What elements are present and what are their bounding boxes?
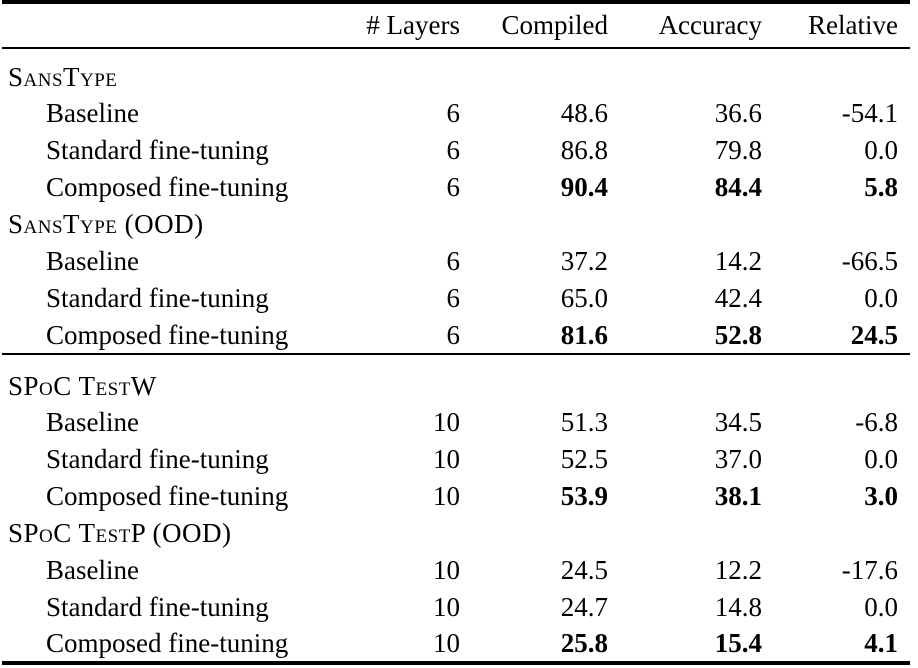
table-row: Baseline 6 48.6 36.6 -54.1	[2, 95, 910, 132]
cell-compiled: 52.5	[560, 444, 608, 474]
cell-layers: 10	[433, 592, 460, 622]
row-label: Standard fine-tuning	[46, 444, 269, 474]
row-label: Composed fine-tuning	[46, 172, 289, 202]
cell-relative: 0.0	[864, 592, 898, 622]
column-header-layers: # Layers	[350, 2, 460, 49]
section-title-row: SPoC TestW	[2, 353, 910, 404]
cell-layers: 10	[433, 407, 460, 437]
row-label: Composed fine-tuning	[46, 481, 289, 511]
cell-relative: 4.1	[864, 628, 898, 658]
table-row: Baseline 10 24.5 12.2 -17.6	[2, 552, 910, 589]
cell-relative: -6.8	[855, 407, 898, 437]
row-label: Baseline	[46, 407, 139, 437]
cell-accuracy: 36.6	[714, 98, 762, 128]
section-title: SPoC TestP (OOD)	[8, 518, 232, 548]
cell-accuracy: 12.2	[714, 555, 762, 585]
table-row: Composed fine-tuning 6 81.6 52.8 24.5	[2, 317, 910, 354]
cell-accuracy: 14.8	[714, 592, 762, 622]
cell-accuracy: 84.4	[714, 172, 762, 202]
table-row: Standard fine-tuning 6 86.8 79.8 0.0	[2, 132, 910, 169]
column-header-accuracy: Accuracy	[608, 2, 762, 49]
table-row: Standard fine-tuning 10 52.5 37.0 0.0	[2, 441, 910, 478]
cell-layers: 6	[446, 319, 461, 350]
row-label: Standard fine-tuning	[46, 135, 269, 165]
cell-accuracy: 52.8	[714, 319, 762, 350]
cell-compiled: 48.6	[560, 98, 608, 128]
cell-compiled: 81.6	[560, 319, 608, 350]
column-header-relative: Relative	[762, 2, 910, 49]
section-title-row: SPoC TestP (OOD)	[2, 515, 910, 552]
row-label: Composed fine-tuning	[46, 628, 289, 658]
section-title: SansType	[8, 61, 118, 92]
cell-compiled: 53.9	[560, 481, 608, 511]
row-label: Baseline	[46, 555, 139, 585]
cell-layers: 6	[446, 98, 461, 128]
section-title: SPoC TestW	[2, 353, 910, 404]
cell-relative: 0.0	[864, 283, 898, 313]
cell-layers: 6	[446, 283, 461, 313]
cell-accuracy: 15.4	[714, 628, 762, 658]
cell-compiled: 51.3	[560, 407, 608, 437]
table-header: # Layers Compiled Accuracy Relative	[2, 2, 910, 49]
row-label: Baseline	[46, 98, 139, 128]
table-row: Standard fine-tuning 10 24.7 14.8 0.0	[2, 589, 910, 626]
section-title-row: SansType (OOD)	[2, 206, 910, 243]
cell-compiled: 90.4	[560, 172, 608, 202]
table-row: Standard fine-tuning 6 65.0 42.4 0.0	[2, 280, 910, 317]
cell-layers: 6	[446, 135, 461, 165]
table-row: Composed fine-tuning 10 53.9 38.1 3.0	[2, 478, 910, 515]
table-row: Baseline 6 37.2 14.2 -66.5	[2, 243, 910, 280]
table-row: Baseline 10 51.3 34.5 -6.8	[2, 404, 910, 441]
table-body: SansType Baseline 6 48.6 36.6 -54.1 Standard f…	[2, 48, 910, 663]
row-label: Standard fine-tuning	[46, 592, 269, 622]
cell-relative: 3.0	[864, 481, 898, 511]
table-row: Composed fine-tuning 6 90.4 84.4 5.8	[2, 169, 910, 206]
header-row: # Layers Compiled Accuracy Relative	[2, 2, 910, 49]
cell-relative: 0.0	[864, 135, 898, 165]
cell-accuracy: 38.1	[714, 481, 762, 511]
section-title-row: SansType	[2, 48, 910, 95]
cell-accuracy: 14.2	[714, 246, 762, 276]
cell-relative: 24.5	[850, 319, 898, 350]
cell-compiled: 25.8	[560, 628, 608, 658]
row-label: Composed fine-tuning	[46, 319, 289, 350]
cell-compiled: 37.2	[560, 246, 608, 276]
cell-accuracy: 34.5	[714, 407, 762, 437]
cell-layers: 10	[433, 481, 460, 511]
cell-compiled: 65.0	[560, 283, 608, 313]
row-label: Baseline	[46, 246, 139, 276]
column-header-empty	[2, 2, 350, 49]
cell-relative: -54.1	[841, 98, 898, 128]
cell-layers: 10	[433, 444, 460, 474]
cell-layers: 10	[433, 555, 460, 585]
column-header-compiled: Compiled	[460, 2, 608, 49]
cell-accuracy: 42.4	[714, 283, 762, 313]
cell-compiled: 24.7	[560, 592, 608, 622]
table-row: Composed fine-tuning 10 25.8 15.4 4.1	[2, 626, 910, 663]
row-label: Standard fine-tuning	[46, 283, 269, 313]
cell-layers: 6	[446, 172, 461, 202]
cell-accuracy: 79.8	[714, 135, 762, 165]
cell-relative: 0.0	[864, 444, 898, 474]
cell-accuracy: 37.0	[714, 444, 762, 474]
cell-relative: -17.6	[841, 555, 898, 585]
cell-compiled: 24.5	[560, 555, 608, 585]
cell-relative: 5.8	[864, 172, 898, 202]
cell-relative: -66.5	[841, 246, 898, 276]
cell-layers: 10	[433, 628, 460, 658]
section-title: SansType (OOD)	[8, 209, 204, 239]
cell-layers: 6	[446, 246, 461, 276]
cell-compiled: 86.8	[560, 135, 608, 165]
